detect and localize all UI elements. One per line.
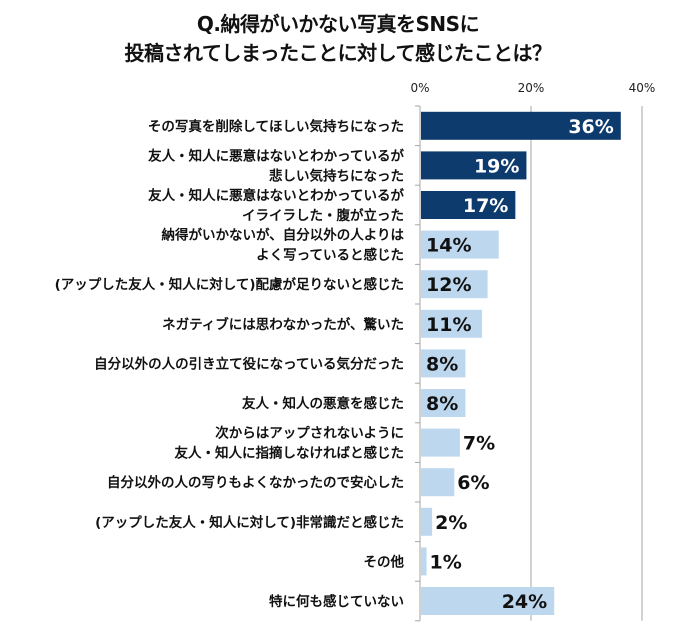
bar <box>421 191 516 219</box>
bar <box>421 547 427 576</box>
data-label: 36% <box>568 116 613 138</box>
bar <box>421 111 621 140</box>
data-label: 2% <box>435 512 467 534</box>
data-label: 11% <box>426 314 471 336</box>
data-label: 1% <box>430 551 462 573</box>
category-label: ネガティブには思わなかったが、驚いた <box>162 316 404 333</box>
bar <box>421 428 460 457</box>
category-label: 次からはアップされないように <box>215 425 404 442</box>
data-label: 6% <box>457 472 489 494</box>
data-label: 17% <box>463 195 508 217</box>
data-label: 19% <box>474 155 519 177</box>
x-tick-label: 40% <box>629 81 656 95</box>
data-label: 8% <box>426 393 458 415</box>
data-label: 7% <box>463 433 495 455</box>
bar <box>421 507 433 536</box>
category-label: イライラした・腹が立った <box>242 207 404 224</box>
bar <box>421 587 555 615</box>
bar <box>421 468 455 497</box>
category-label: その他 <box>364 553 405 570</box>
category-label: 友人・知人に悪意はないとわかっているが <box>148 147 404 164</box>
bar <box>421 270 488 299</box>
category-label: 自分以外の人の引き立て役になっている気分だった <box>94 355 404 372</box>
category-label: よく写っていると感じた <box>256 247 404 264</box>
bar <box>421 389 466 417</box>
bar <box>421 230 499 259</box>
category-label: 納得がいかないが、自分以外の人よりは <box>162 227 405 244</box>
data-label: 24% <box>502 591 547 613</box>
category-label: (アップした友人・知人に対して)非常識だと感じた <box>95 514 404 531</box>
x-tick-label: 0% <box>410 81 429 95</box>
chart-title-line-2: 投稿されてしまったことに対して感じたことは？ <box>124 41 553 65</box>
category-label: 自分以外の人の写りもよくなかったので安心した <box>107 474 404 491</box>
bar <box>421 151 527 180</box>
category-label: 特に何も感じていない <box>269 593 404 610</box>
category-label: (アップした友人・知人に対して)配慮が足りないと感じた <box>55 276 404 293</box>
category-label: 悲しい気持ちになった <box>269 167 404 184</box>
data-label: 14% <box>426 235 471 257</box>
category-label: 友人・知人の悪意を感じた <box>242 395 404 412</box>
bar <box>421 309 483 338</box>
x-tick-label: 20% <box>518 81 545 95</box>
data-label: 12% <box>426 274 471 296</box>
data-label: 8% <box>426 353 458 375</box>
category-label: 友人・知人に悪意はないとわかっているが <box>148 187 404 204</box>
category-label: その写真を削除してほしい気持ちになった <box>148 118 404 135</box>
category-label: 友人・知人に指摘しなければと感じた <box>175 445 405 462</box>
chart-title-line-1: Q.納得がいかない写真をSNSに <box>196 12 480 36</box>
bar <box>421 349 466 378</box>
